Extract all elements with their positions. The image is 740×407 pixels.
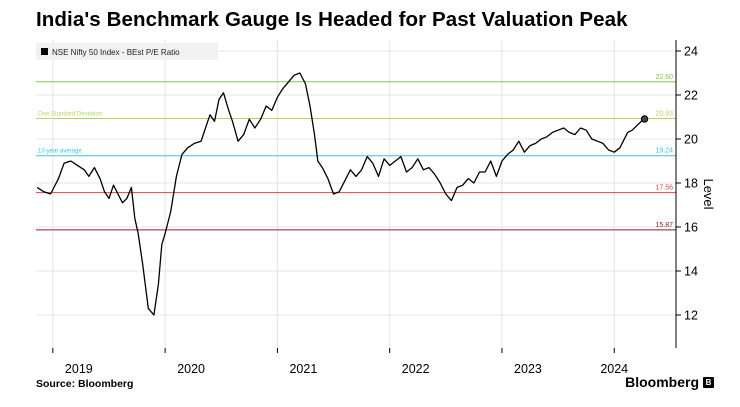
x-tick-label: 2022 (402, 362, 430, 376)
y-tick-label: 24 (684, 45, 698, 59)
x-tick-label: 2019 (65, 362, 93, 376)
x-tick-label: 2021 (289, 362, 317, 376)
reference-line-value: 15.87 (655, 222, 673, 229)
chart-title: India's Benchmark Gauge Is Headed for Pa… (36, 8, 628, 31)
x-tick-label: 2024 (600, 362, 628, 376)
y-tick-label: 16 (684, 221, 698, 235)
y-tick-label: 20 (684, 133, 698, 147)
grid (36, 40, 676, 348)
bloomberg-terminal-icon: B (703, 376, 714, 388)
reference-lines: 22.60 One Standard Deviation 20.93 10-year … (36, 74, 676, 231)
source-note: Source: Bloomberg (36, 378, 134, 390)
last-value-marker (640, 115, 649, 123)
reference-line-label: One Standard Deviation (38, 112, 102, 118)
x-tick-label: 2020 (177, 362, 205, 376)
y-axis-label: Level (701, 178, 716, 209)
reference-line-value: 17.56 (655, 185, 673, 192)
x-tick-label: 2023 (514, 362, 542, 376)
legend-swatch (41, 48, 48, 55)
y-tick-label: 18 (684, 177, 698, 191)
legend-label: NSE Nifty 50 Index - BEst P/E Ratio (52, 48, 180, 57)
legend-box (36, 43, 218, 60)
y-tick-label: 14 (684, 265, 698, 279)
series-layer (36, 72, 649, 316)
series-line (36, 72, 645, 316)
bloomberg-logo: Bloomberg B (625, 374, 714, 390)
reference-line-value: 22.60 (655, 74, 673, 81)
reference-line-label: 10-year average (38, 149, 82, 155)
reference-line-value: 20.93 (655, 111, 673, 118)
y-tick-label: 22 (684, 89, 698, 103)
y-tick-label: 12 (684, 309, 698, 323)
brand-name: Bloomberg (625, 374, 699, 390)
reference-line-value: 19.24 (655, 148, 673, 155)
legend: NSE Nifty 50 Index - BEst P/E Ratio (36, 43, 218, 60)
